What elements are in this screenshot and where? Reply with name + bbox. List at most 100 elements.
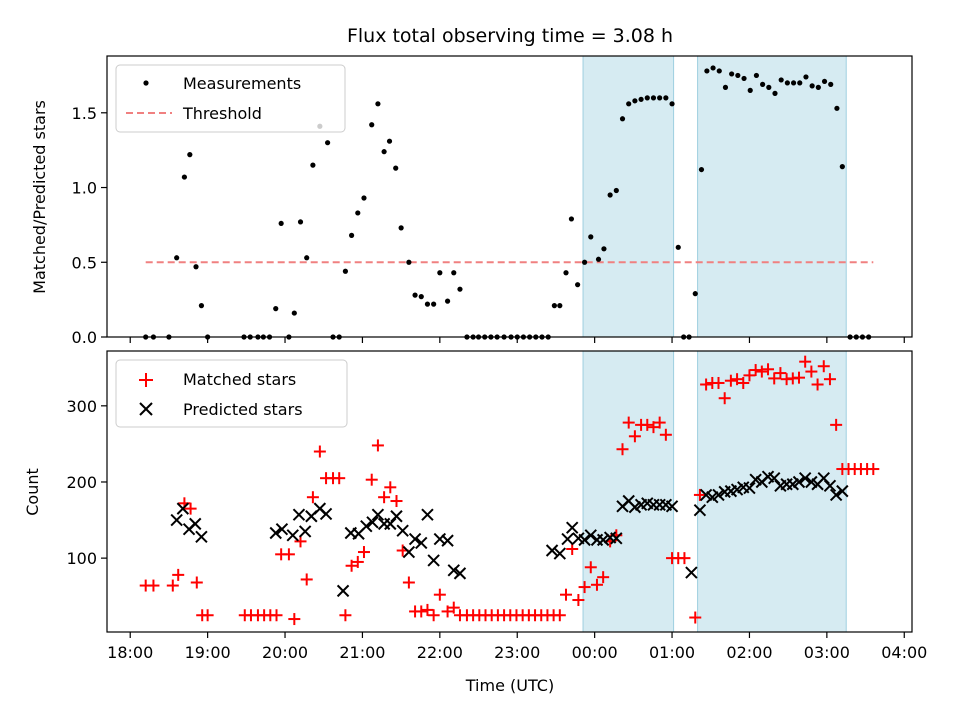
measurement-point: [581, 259, 588, 265]
measurement-point: [692, 291, 698, 297]
predicted-star-point: [693, 503, 707, 517]
measurement-point: [304, 255, 310, 261]
measurement-point: [704, 68, 710, 74]
bottom-x-ticks: 18:00 19:00 20:00 21:00 22:00 23:00 00:00 01:00…: [107, 632, 927, 662]
top-x-ticks: [129, 337, 905, 343]
predicted-star-point: [377, 517, 391, 531]
measurement-point: [174, 255, 180, 261]
measurement-point: [626, 101, 632, 107]
matched-star-point: [768, 372, 781, 385]
measurement-point: [412, 292, 418, 298]
matched-star-point: [172, 568, 185, 581]
measurement-point: [834, 105, 840, 111]
matched-star-point: [584, 561, 597, 574]
top-points: [143, 65, 872, 340]
matched-star-point: [830, 418, 843, 431]
matched-star-point: [190, 576, 203, 589]
matched-star-point: [365, 473, 378, 486]
matched-star-point: [811, 378, 824, 391]
predicted-star-point: [433, 532, 447, 546]
measurement-point: [815, 84, 821, 90]
measurement-point: [381, 149, 387, 155]
measurement-point: [198, 303, 205, 309]
predicted-star-point: [390, 510, 403, 523]
predicted-star-point: [447, 564, 460, 577]
predicted-star-point: [584, 529, 597, 542]
legend-matched-marker: [139, 373, 153, 387]
measurement-point: [355, 210, 361, 216]
measurement-point: [797, 80, 803, 86]
measurement-point: [278, 220, 284, 227]
matched-star-point: [805, 365, 818, 378]
matched-star-point: [282, 548, 295, 561]
measurement-point: [348, 232, 355, 238]
matched-star-point: [653, 416, 666, 429]
matched-star-point: [867, 463, 880, 476]
y-tick-label: 0.5: [72, 253, 97, 272]
matched-star-point: [402, 576, 415, 589]
shaded-span: [697, 350, 847, 633]
x-tick-label: 23:00: [494, 643, 540, 662]
x-tick-label: 18:00: [107, 643, 153, 662]
measurement-point: [375, 101, 381, 107]
measurement-point: [601, 246, 607, 252]
predicted-star-point: [685, 566, 698, 579]
bottom-legend: Matched stars Predicted stars: [115, 359, 348, 428]
matched-star-point: [693, 488, 706, 501]
bottom-points: [139, 355, 880, 626]
matched-star-point: [572, 594, 585, 607]
chart-title: Flux total observing time = 3.08 h: [347, 25, 673, 47]
measurement-point: [663, 95, 669, 101]
x-tick-label: 04:00: [881, 643, 927, 662]
matched-star-point: [184, 502, 197, 515]
predicted-star-point: [396, 524, 409, 537]
predicted-star-point: [817, 471, 830, 485]
matched-star-point: [415, 605, 428, 618]
matched-star-point: [659, 428, 672, 441]
measurement-point: [451, 270, 457, 276]
top-legend: Measurements Threshold: [115, 64, 346, 133]
predicted-star-point: [578, 533, 591, 547]
matched-star-point: [792, 371, 805, 384]
bottom-legend-box: [115, 359, 348, 428]
measurement-point: [181, 174, 188, 180]
predicted-star-point: [553, 547, 567, 560]
measurement-point: [406, 259, 412, 265]
matched-star-point: [590, 578, 603, 591]
matched-star-point: [774, 367, 787, 380]
predicted-star-point: [371, 508, 385, 521]
measurement-point: [424, 301, 431, 307]
measurement-point: [444, 298, 451, 304]
matched-star-point: [712, 376, 725, 389]
matched-star-point: [270, 609, 283, 622]
predicted-star-point: [360, 519, 373, 533]
measurement-point: [310, 162, 316, 168]
matched-star-point: [378, 491, 391, 504]
matched-star-point: [300, 573, 313, 586]
predicted-star-point: [427, 554, 440, 567]
measurement-point: [632, 98, 638, 104]
predicted-star-point: [792, 475, 806, 489]
predicted-star-point: [415, 536, 428, 550]
measurement-point: [568, 216, 575, 222]
measurement-point: [821, 78, 828, 85]
x-tick-label: 22:00: [417, 643, 463, 662]
y-tick-label: 1.5: [72, 104, 97, 123]
predicted-star-point: [545, 544, 559, 557]
legend-measurements-label: Measurements: [183, 74, 301, 93]
predicted-star-point: [269, 526, 282, 540]
predicted-star-point: [743, 481, 756, 495]
x-tick-label: 19:00: [185, 643, 231, 662]
matched-star-point: [817, 360, 830, 373]
predicted-star-point: [610, 532, 623, 545]
measurement-point: [644, 95, 650, 101]
measurement-point: [747, 87, 753, 93]
measurement-point: [772, 90, 778, 96]
measurement-point: [716, 68, 722, 74]
predicted-star-point: [441, 534, 454, 547]
measurement-point: [839, 164, 845, 170]
legend-threshold-label: Threshold: [182, 104, 262, 123]
predicted-star-point: [421, 508, 434, 521]
measurement-point: [575, 282, 581, 288]
